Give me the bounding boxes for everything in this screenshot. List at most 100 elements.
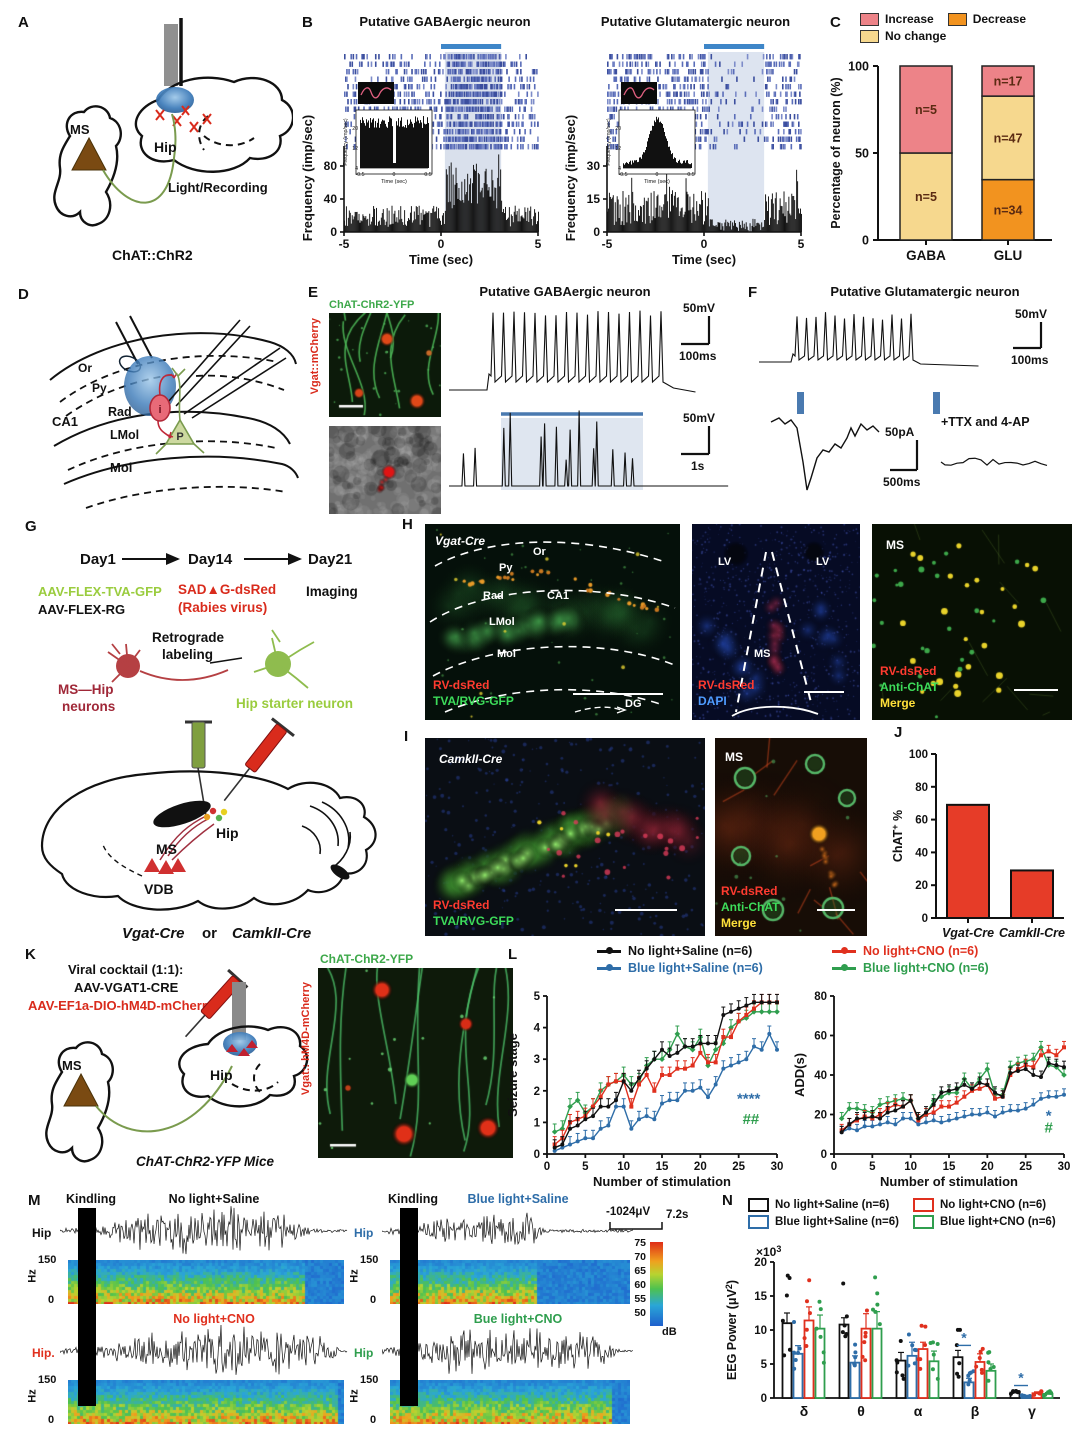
rect-shape xyxy=(530,206,532,232)
rect-shape xyxy=(439,218,441,232)
rect-shape xyxy=(619,204,621,232)
rect-shape xyxy=(447,106,450,112)
polyline-shape xyxy=(382,1328,634,1374)
rect-shape xyxy=(741,61,744,67)
rect-shape xyxy=(354,136,357,142)
rect-shape xyxy=(487,190,489,232)
rect-shape xyxy=(484,129,487,135)
rect-shape xyxy=(508,121,510,127)
circle-shape xyxy=(606,1104,611,1109)
rect-shape xyxy=(610,199,612,232)
rect-shape xyxy=(614,202,616,232)
rect-shape xyxy=(393,213,395,232)
rect-shape xyxy=(486,129,489,135)
rect-shape xyxy=(668,217,670,232)
rect-shape xyxy=(425,54,427,60)
circle-shape xyxy=(862,1340,867,1345)
rect-shape xyxy=(413,211,415,232)
rect-shape xyxy=(521,121,523,127)
rect-shape xyxy=(491,106,493,112)
rect-shape xyxy=(468,91,471,97)
rect-shape xyxy=(629,161,630,168)
rect-shape xyxy=(497,76,500,82)
rect-shape xyxy=(386,126,387,168)
rect-shape xyxy=(396,121,397,168)
rect-shape xyxy=(361,61,363,67)
circle-shape xyxy=(780,1318,785,1323)
h-mol-label: Mol xyxy=(497,648,516,660)
rect-shape xyxy=(438,69,441,75)
rect-shape xyxy=(451,208,453,232)
rect-shape xyxy=(627,69,629,75)
rect-shape xyxy=(454,106,457,112)
line-shape xyxy=(129,315,153,359)
rect-shape xyxy=(418,205,420,232)
rect-shape xyxy=(659,91,661,97)
text-shape: 0 xyxy=(438,237,445,251)
rect-shape xyxy=(777,220,779,232)
circle-shape xyxy=(910,1343,915,1348)
rect-shape xyxy=(690,1063,695,1068)
rect-shape xyxy=(650,192,652,232)
polygon-shape xyxy=(1030,1056,1037,1062)
circle-shape xyxy=(792,1366,797,1371)
path-shape xyxy=(202,113,212,125)
rect-shape xyxy=(650,54,653,60)
panel-c: C Increase Decrease No change 0 50 100 Percen… xyxy=(822,10,1078,274)
rect-shape xyxy=(444,99,446,105)
circle-shape xyxy=(957,1361,962,1366)
rect-shape xyxy=(474,84,476,90)
rect-shape xyxy=(494,144,497,150)
circle-shape xyxy=(807,1311,812,1316)
rect-shape xyxy=(462,84,465,90)
panel-c-letter: C xyxy=(830,14,841,31)
imaging-label: Imaging xyxy=(306,584,358,599)
db-colorbar xyxy=(650,1242,663,1326)
rect-shape xyxy=(764,219,766,232)
rect-shape xyxy=(931,1110,936,1115)
rect-shape xyxy=(660,217,662,232)
retrograde-label-1: Retrograde xyxy=(152,630,225,645)
rect-shape xyxy=(475,144,477,150)
rect-shape xyxy=(625,197,627,232)
rect-shape xyxy=(518,99,521,105)
panel-e: E Putative GABAergic neuron ChAT-ChR2-YF… xyxy=(305,282,745,518)
rect-shape xyxy=(399,61,402,67)
rect-shape xyxy=(434,76,437,82)
polygon-shape xyxy=(774,1009,780,1015)
rect-shape xyxy=(518,106,521,112)
panel-g-letter: G xyxy=(25,518,37,535)
rect-shape xyxy=(536,144,538,150)
text-shape: 20 xyxy=(694,1161,707,1173)
rect-shape xyxy=(607,106,609,112)
rect-shape xyxy=(524,106,526,112)
polygon-shape xyxy=(705,1062,711,1069)
rect-shape xyxy=(612,61,614,67)
polygon-shape xyxy=(758,1009,765,1015)
rect-shape xyxy=(470,54,473,60)
rect-shape xyxy=(761,222,763,232)
rect-shape xyxy=(366,54,369,60)
rect-shape xyxy=(447,144,450,150)
rect-shape xyxy=(495,106,498,112)
rect-shape xyxy=(397,125,398,168)
rect-shape xyxy=(440,220,441,232)
circle-shape xyxy=(980,1370,985,1375)
rect-shape xyxy=(629,212,631,232)
rect-shape xyxy=(391,118,392,168)
rect-shape xyxy=(642,154,643,168)
rect-shape xyxy=(651,130,652,168)
rect-shape xyxy=(790,215,792,232)
rect-shape xyxy=(346,69,348,75)
i2-merge-label: Merge xyxy=(721,916,757,930)
polygon-shape xyxy=(1061,1072,1067,1078)
rect-shape xyxy=(434,114,437,120)
h2-ms-label: MS xyxy=(754,648,771,660)
rect-shape xyxy=(245,723,287,773)
path-shape xyxy=(198,115,209,151)
rect-shape xyxy=(696,99,699,105)
rect-shape xyxy=(492,69,494,75)
rect-shape xyxy=(769,54,771,60)
rect-shape xyxy=(753,121,755,127)
rect-shape xyxy=(476,114,478,120)
